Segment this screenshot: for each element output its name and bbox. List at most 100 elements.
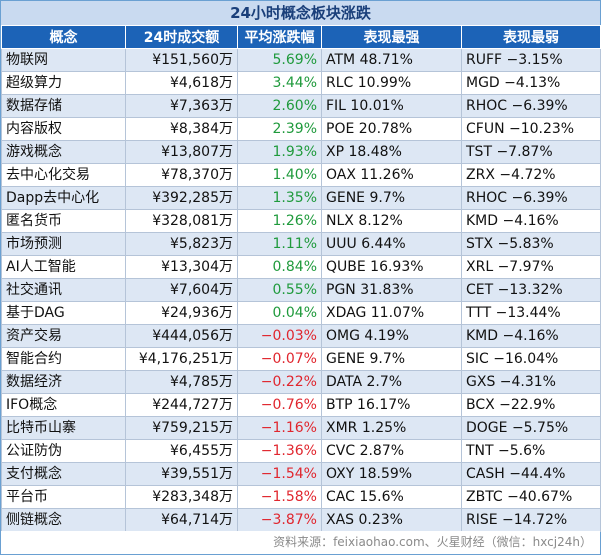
cell-best: CVC 2.87% — [321, 439, 462, 463]
cell-worst: RUFF −3.15% — [461, 48, 601, 72]
cell-worst: KMD −4.16% — [461, 209, 601, 233]
cell-volume: ¥78,370万 — [125, 163, 238, 187]
cell-volume: ¥4,618万 — [125, 71, 238, 95]
cell-concept: 资产交易 — [1, 324, 126, 348]
cell-concept: 支付概念 — [1, 462, 126, 486]
cell-worst: TNT −5.6% — [461, 439, 601, 463]
cell-volume: ¥6,455万 — [125, 439, 238, 463]
cell-change: 1.26% — [237, 209, 322, 233]
cell-worst: RHOC −6.39% — [461, 186, 601, 210]
table-row: 匿名货币 ¥328,081万 1.26% NLX 8.12% KMD −4.16% — [1, 209, 601, 233]
cell-change: 1.11% — [237, 232, 322, 256]
cell-best: XDAG 11.07% — [321, 301, 462, 325]
cell-volume: ¥64,714万 — [125, 508, 238, 532]
table-row: 去中心化交易 ¥78,370万 1.40% OAX 11.26% ZRX −4.72% — [1, 163, 601, 187]
cell-best: FIL 10.01% — [321, 94, 462, 118]
cell-worst: SIC −16.04% — [461, 347, 601, 371]
table-row: AI人工智能 ¥13,304万 0.84% QUBE 16.93% XRL −7.97% — [1, 255, 601, 279]
cell-change: 5.69% — [237, 48, 322, 72]
table-row: 基于DAG ¥24,936万 0.04% XDAG 11.07% TTT −13.44% — [1, 301, 601, 325]
cell-change: −0.03% — [237, 324, 322, 348]
cell-volume: ¥5,823万 — [125, 232, 238, 256]
cell-change: 2.60% — [237, 94, 322, 118]
cell-concept: IFO概念 — [1, 393, 126, 417]
cell-concept: 游戏概念 — [1, 140, 126, 164]
cell-change: −0.76% — [237, 393, 322, 417]
cell-concept: 侧链概念 — [1, 508, 126, 532]
cell-change: 3.44% — [237, 71, 322, 95]
cell-best: OAX 11.26% — [321, 163, 462, 187]
cell-volume: ¥13,304万 — [125, 255, 238, 279]
cell-change: −1.58% — [237, 485, 322, 509]
header-worst: 表现最弱 — [461, 25, 601, 49]
cell-change: −0.22% — [237, 370, 322, 394]
cell-change: 0.55% — [237, 278, 322, 302]
cell-worst: KMD −4.16% — [461, 324, 601, 348]
header-concept: 概念 — [1, 25, 126, 49]
header-best: 表现最强 — [321, 25, 462, 49]
cell-change: 0.04% — [237, 301, 322, 325]
cell-concept: 市场预测 — [1, 232, 126, 256]
cell-best: XP 18.48% — [321, 140, 462, 164]
cell-best: UUU 6.44% — [321, 232, 462, 256]
cell-volume: ¥13,807万 — [125, 140, 238, 164]
cell-concept: 公证防伪 — [1, 439, 126, 463]
cell-worst: ZRX −4.72% — [461, 163, 601, 187]
cell-worst: TTT −13.44% — [461, 301, 601, 325]
cell-change: 1.93% — [237, 140, 322, 164]
cell-concept: AI人工智能 — [1, 255, 126, 279]
cell-volume: ¥8,384万 — [125, 117, 238, 141]
cell-concept: 超级算力 — [1, 71, 126, 95]
table-row: 超级算力 ¥4,618万 3.44% RLC 10.99% MGD −4.13% — [1, 71, 601, 95]
cell-volume: ¥283,348万 — [125, 485, 238, 509]
table-title: 24小时概念板块涨跌 — [1, 1, 600, 25]
cell-concept: Dapp去中心化 — [1, 186, 126, 210]
cell-best: XMR 1.25% — [321, 416, 462, 440]
cell-change: −0.07% — [237, 347, 322, 371]
cell-worst: RISE −14.72% — [461, 508, 601, 532]
cell-worst: BCX −22.9% — [461, 393, 601, 417]
cell-worst: RHOC −6.39% — [461, 94, 601, 118]
cell-volume: ¥151,560万 — [125, 48, 238, 72]
cell-worst: DOGE −5.75% — [461, 416, 601, 440]
cell-volume: ¥328,081万 — [125, 209, 238, 233]
cell-volume: ¥7,604万 — [125, 278, 238, 302]
table-row: 社交通讯 ¥7,604万 0.55% PGN 31.83% CET −13.32% — [1, 278, 601, 302]
cell-worst: XRL −7.97% — [461, 255, 601, 279]
table-row: 智能合约 ¥4,176,251万 −0.07% GENE 9.7% SIC −16.04… — [1, 347, 601, 371]
table-row: 物联网 ¥151,560万 5.69% ATM 48.71% RUFF −3.15% — [1, 48, 601, 72]
table-row: 数据经济 ¥4,785万 −0.22% DATA 2.7% GXS −4.31% — [1, 370, 601, 394]
table-row: 比特币山寨 ¥759,215万 −1.16% XMR 1.25% DOGE −5.75% — [1, 416, 601, 440]
table-row: 支付概念 ¥39,551万 −1.54% OXY 18.59% CASH −44.4% — [1, 462, 601, 486]
cell-change: −1.54% — [237, 462, 322, 486]
cell-best: NLX 8.12% — [321, 209, 462, 233]
table-row: IFO概念 ¥244,727万 −0.76% BTP 16.17% BCX −22.9% — [1, 393, 601, 417]
cell-volume: ¥39,551万 — [125, 462, 238, 486]
cell-best: GENE 9.7% — [321, 186, 462, 210]
cell-worst: STX −5.83% — [461, 232, 601, 256]
cell-concept: 社交通讯 — [1, 278, 126, 302]
cell-concept: 智能合约 — [1, 347, 126, 371]
table-row: 平台币 ¥283,348万 −1.58% CAC 15.6% ZBTC −40.67% — [1, 485, 601, 509]
header-row: 概念 24时成交额 平均涨跌幅 表现最强 表现最弱 — [1, 25, 601, 49]
cell-worst: ZBTC −40.67% — [461, 485, 601, 509]
table-row: 内容版权 ¥8,384万 2.39% POE 20.78% CFUN −10.23% — [1, 117, 601, 141]
cell-best: RLC 10.99% — [321, 71, 462, 95]
cell-concept: 数据存储 — [1, 94, 126, 118]
cell-volume: ¥392,285万 — [125, 186, 238, 210]
table-row: 公证防伪 ¥6,455万 −1.36% CVC 2.87% TNT −5.6% — [1, 439, 601, 463]
table-row: Dapp去中心化 ¥392,285万 1.35% GENE 9.7% RHOC −6.3… — [1, 186, 601, 210]
cell-concept: 去中心化交易 — [1, 163, 126, 187]
cell-volume: ¥444,056万 — [125, 324, 238, 348]
cell-best: QUBE 16.93% — [321, 255, 462, 279]
cell-change: 1.35% — [237, 186, 322, 210]
table-row: 数据存储 ¥7,363万 2.60% FIL 10.01% RHOC −6.39% — [1, 94, 601, 118]
cell-change: −1.16% — [237, 416, 322, 440]
cell-worst: CFUN −10.23% — [461, 117, 601, 141]
cell-change: −1.36% — [237, 439, 322, 463]
cell-best: OXY 18.59% — [321, 462, 462, 486]
cell-change: −3.87% — [237, 508, 322, 532]
cell-volume: ¥4,785万 — [125, 370, 238, 394]
cell-best: OMG 4.19% — [321, 324, 462, 348]
